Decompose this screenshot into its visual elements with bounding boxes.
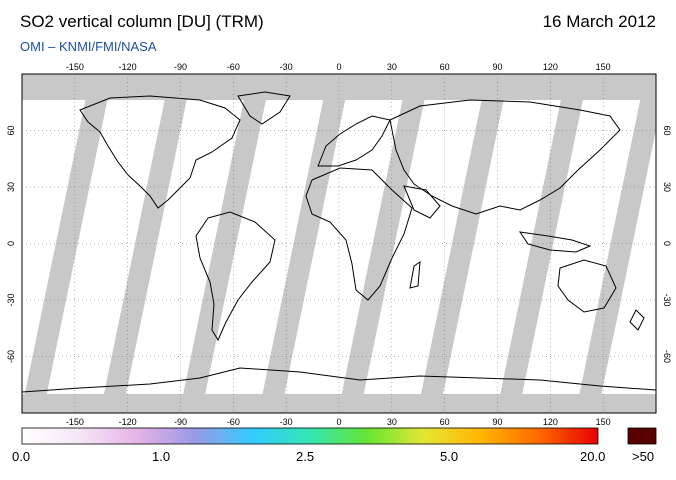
orbit-gap-swath [258, 74, 351, 413]
lat-tick-right: -60 [662, 350, 672, 363]
lon-tick-bottom: 150 [596, 417, 611, 427]
lon-tick-top: 120 [543, 62, 558, 72]
lat-tick-right: 0 [662, 241, 672, 246]
lon-tick-bottom: -60 [227, 417, 240, 427]
map-title: SO2 vertical column [DU] (TRM) [20, 12, 264, 31]
map-date: 16 March 2012 [542, 12, 656, 31]
lon-tick-top: 150 [596, 62, 611, 72]
lat-tick-left: 0 [6, 241, 16, 246]
north-america [79, 95, 241, 209]
lon-tick-top: -150 [66, 62, 84, 72]
colorbar [21, 427, 599, 445]
lat-tick-left: -30 [6, 293, 16, 306]
lon-tick-bottom: -30 [280, 417, 293, 427]
lon-tick-top: 90 [492, 62, 502, 72]
asia [389, 99, 621, 215]
colorbar-overflow-swatch [627, 427, 657, 445]
lat-tick-right: -30 [662, 293, 672, 306]
lon-tick-top: 60 [440, 62, 450, 72]
orbit-gap-swath [22, 74, 113, 413]
lat-tick-left: 30 [6, 182, 16, 192]
lon-tick-top: -120 [119, 62, 137, 72]
orbit-gap-swath [179, 74, 272, 413]
new-zealand [629, 309, 645, 331]
lon-tick-top: 0 [336, 62, 341, 72]
south-america [195, 211, 276, 342]
africa [305, 167, 413, 301]
colorbar-label-2: 2.5 [296, 449, 315, 464]
lat-tick-left: 60 [6, 125, 16, 135]
lon-tick-top: -60 [227, 62, 240, 72]
greenland [237, 91, 291, 125]
indonesia [518, 231, 592, 253]
lon-tick-bottom: 90 [492, 417, 502, 427]
colorbar-label-1: 1.0 [152, 449, 171, 464]
lon-tick-top: -30 [280, 62, 293, 72]
lon-tick-bottom: -120 [119, 417, 137, 427]
lat-tick-right: 30 [662, 182, 672, 192]
coastlines [22, 91, 656, 393]
colorbar-label-0: 0.0 [12, 449, 31, 464]
colorbar-label-4: 20.0 [580, 449, 606, 464]
lon-tick-bottom: -90 [174, 417, 187, 427]
orbit-gap-swath [337, 74, 430, 413]
map-subtitle: OMI – KNMI/FMI/NASA [20, 39, 157, 54]
antarctica [22, 367, 656, 393]
lon-tick-bottom: 60 [440, 417, 450, 427]
madagascar [409, 261, 421, 289]
arabia-india [403, 185, 441, 219]
lon-tick-top: -90 [174, 62, 187, 72]
orbit-gap-swath [417, 74, 510, 413]
tick-labels: -150 -150 -120 -120 -90 -90 -60 -60 -30 -30 0 0 30 30… [6, 62, 672, 427]
lat-tick-left: -60 [6, 350, 16, 363]
lon-tick-bottom: 0 [336, 417, 341, 427]
lon-tick-bottom: -150 [66, 417, 84, 427]
australia [557, 259, 617, 313]
orbit-gap-swath [575, 74, 656, 413]
lon-tick-bottom: 30 [387, 417, 397, 427]
lon-tick-top: 30 [387, 62, 397, 72]
lon-tick-bottom: 120 [543, 417, 558, 427]
colorbar-label-3: 5.0 [440, 449, 459, 464]
colorbar-overflow-label: >50 [632, 449, 655, 464]
lat-tick-right: 60 [662, 125, 672, 135]
graticule [22, 74, 656, 413]
